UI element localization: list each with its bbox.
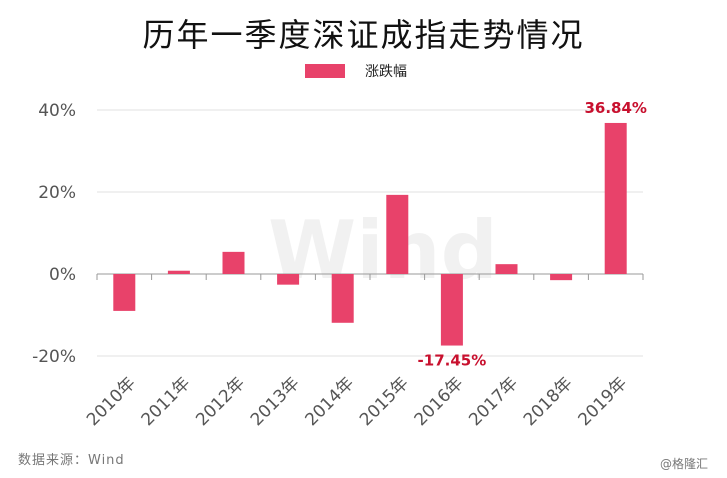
credit-note: @格隆汇 (660, 457, 709, 471)
bar (331, 274, 354, 323)
bar (604, 122, 627, 275)
y-tick-label: 0% (49, 265, 76, 285)
legend-label: 涨跌幅 (365, 64, 407, 80)
x-tick-label: 2011年 (138, 373, 195, 430)
bar (495, 264, 518, 274)
bar (167, 270, 190, 274)
x-tick-label: 2019年 (574, 373, 631, 430)
x-tick-label: 2013年 (247, 373, 304, 430)
bar (440, 274, 463, 346)
bar (222, 251, 245, 274)
chart-title: 历年一季度深证成指走势情况 (142, 16, 585, 54)
bar (113, 274, 136, 311)
x-tick-label: 2017年 (465, 373, 522, 430)
bar (277, 274, 300, 285)
x-tick-label: 2012年 (192, 373, 249, 430)
x-tick-label: 2010年 (83, 373, 140, 430)
y-tick-label: 40% (38, 101, 76, 121)
x-tick-label: 2015年 (356, 373, 413, 430)
data-label: -17.45% (418, 352, 487, 370)
source-note: 数据来源：Wind (18, 453, 125, 468)
data-label: 36.84% (584, 99, 646, 117)
x-tick-label: 2014年 (301, 373, 358, 430)
y-tick-label: 20% (38, 183, 76, 203)
bar (550, 274, 573, 281)
legend-swatch (305, 64, 345, 78)
y-tick-label: -20% (32, 347, 76, 367)
x-tick-label: 2018年 (520, 373, 577, 430)
bar (386, 194, 409, 274)
x-tick-label: 2016年 (411, 373, 468, 430)
legend: 涨跌幅 (305, 63, 407, 80)
